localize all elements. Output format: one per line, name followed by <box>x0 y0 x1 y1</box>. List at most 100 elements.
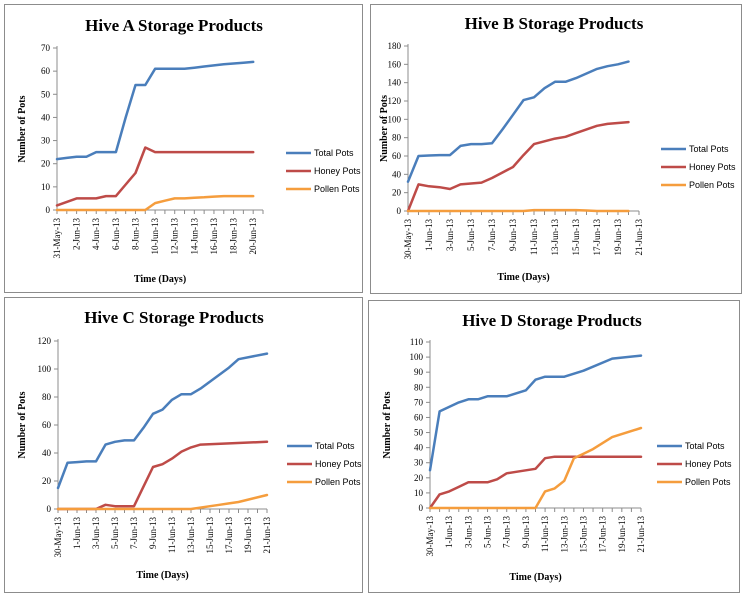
y-tick-label: 50 <box>414 428 424 438</box>
series-line-honey-pots <box>428 455 643 510</box>
x-axis-label: Time (Days) <box>509 572 561 583</box>
x-tick-label: 13-Jun-13 <box>186 517 196 554</box>
x-tick-label: 4-Jun-13 <box>91 218 101 250</box>
x-tick-label: 9-Jun-13 <box>521 516 531 548</box>
legend-label-honey-pots: Honey Pots <box>315 459 362 469</box>
x-tick-label: 17-Jun-13 <box>598 516 608 553</box>
x-tick-label: 12-Jun-13 <box>170 218 180 255</box>
x-tick-label: 16-Jun-13 <box>209 218 219 255</box>
x-tick-label: 1-Jun-13 <box>424 219 434 251</box>
x-tick-label: 31-May-13 <box>52 218 62 259</box>
chart-hive-d: Hive D Storage Products Time (Days) Number… <box>382 311 732 583</box>
y-tick-label: 30 <box>41 136 51 146</box>
x-tick-label: 6-Jun-13 <box>111 218 121 250</box>
legend-label-pollen-pots: Pollen Pots <box>689 180 735 190</box>
x-tick-label: 9-Jun-13 <box>508 219 518 251</box>
x-tick-label: 11-Jun-13 <box>529 219 539 256</box>
x-tick-label: 5-Jun-13 <box>483 516 493 548</box>
x-tick-label: 21-Jun-13 <box>634 219 644 256</box>
y-tick-label: 30 <box>414 458 424 468</box>
x-tick-label: 20-Jun-13 <box>248 218 258 255</box>
legend-label-honey-pots: Honey Pots <box>689 162 736 172</box>
y-tick-label: 70 <box>414 397 424 407</box>
x-tick-label: 30-May-13 <box>53 517 63 558</box>
y-tick-label: 120 <box>38 336 52 346</box>
x-tick-label: 9-Jun-13 <box>148 517 158 549</box>
chart-hive-b: Hive B Storage Products Time (Days) Number… <box>379 14 736 283</box>
y-tick-label: 50 <box>41 89 51 99</box>
x-axis-label: Time (Days) <box>497 272 549 283</box>
y-tick-label: 160 <box>388 59 402 69</box>
y-tick-label: 20 <box>42 476 52 486</box>
x-tick-label: 13-Jun-13 <box>559 516 569 553</box>
y-tick-label: 100 <box>38 364 52 374</box>
chart-title: Hive D Storage Products <box>462 311 642 330</box>
y-axis-label: Number of Pots <box>379 95 390 162</box>
x-tick-label: 1-Jun-13 <box>72 517 82 549</box>
x-tick-label: 30-May-13 <box>403 219 413 260</box>
x-tick-label: 15-Jun-13 <box>578 516 588 553</box>
y-tick-label: 0 <box>397 206 402 216</box>
y-tick-label: 120 <box>388 96 402 106</box>
y-tick-label: 60 <box>41 66 51 76</box>
x-axis-label: Time (Days) <box>136 570 188 581</box>
x-tick-label: 3-Jun-13 <box>91 517 101 549</box>
y-tick-label: 40 <box>392 169 402 179</box>
series-line-pollen-pots <box>56 493 269 511</box>
y-tick-label: 80 <box>42 392 52 402</box>
chart-panel-hive-a: Hive A Storage Products Time (Days) Number… <box>4 4 363 293</box>
series-line-pollen-pots <box>406 208 630 213</box>
x-tick-label: 19-Jun-13 <box>243 517 253 554</box>
chart-title: Hive A Storage Products <box>85 16 263 35</box>
y-tick-label: 100 <box>410 352 424 362</box>
x-tick-label: 10-Jun-13 <box>150 218 160 255</box>
chart-title: Hive C Storage Products <box>84 308 264 327</box>
y-tick-label: 180 <box>388 41 402 51</box>
chart-title: Hive B Storage Products <box>465 14 644 33</box>
chart-hive-c: Hive C Storage Products Time (Days) Number… <box>17 308 362 581</box>
x-tick-label: 21-Jun-13 <box>636 516 646 553</box>
legend-label-honey-pots: Honey Pots <box>685 459 732 469</box>
x-tick-label: 15-Jun-13 <box>571 219 581 256</box>
x-tick-label: 7-Jun-13 <box>129 517 139 549</box>
series-line-total-pots <box>56 352 269 490</box>
y-axis-label: Number of Pots <box>382 391 393 458</box>
legend-label-total-pots: Total Pots <box>685 441 725 451</box>
legend-label-pollen-pots: Pollen Pots <box>315 477 361 487</box>
series-line-total-pots <box>406 60 630 183</box>
x-tick-label: 3-Jun-13 <box>463 516 473 548</box>
y-axis-label: Number of Pots <box>17 95 28 162</box>
x-tick-label: 19-Jun-13 <box>617 516 627 553</box>
chart-panel-hive-c: Hive C Storage Products Time (Days) Number… <box>4 297 363 593</box>
y-tick-label: 0 <box>46 205 51 215</box>
y-tick-label: 10 <box>41 182 51 192</box>
chart-panel-hive-b: Hive B Storage Products Time (Days) Number… <box>370 4 742 294</box>
y-tick-label: 90 <box>414 367 424 377</box>
x-tick-label: 30-May-13 <box>425 516 435 557</box>
legend-label-total-pots: Total Pots <box>315 441 355 451</box>
series-line-honey-pots <box>56 440 269 511</box>
y-tick-label: 10 <box>414 488 424 498</box>
x-tick-label: 5-Jun-13 <box>466 219 476 251</box>
legend-label-total-pots: Total Pots <box>689 144 729 154</box>
series-line-honey-pots <box>406 120 630 213</box>
y-tick-label: 0 <box>419 503 424 513</box>
x-tick-label: 18-Jun-13 <box>229 218 239 255</box>
x-tick-label: 19-Jun-13 <box>613 219 623 256</box>
y-tick-label: 70 <box>41 43 51 53</box>
y-tick-label: 40 <box>41 112 51 122</box>
legend-label-honey-pots: Honey Pots <box>314 166 361 176</box>
series-line-total-pots <box>55 60 255 161</box>
y-tick-label: 20 <box>392 188 402 198</box>
y-tick-label: 100 <box>388 114 402 124</box>
y-tick-label: 0 <box>47 504 52 514</box>
y-tick-label: 60 <box>392 151 402 161</box>
legend-label-pollen-pots: Pollen Pots <box>685 477 731 487</box>
x-tick-label: 7-Jun-13 <box>487 219 497 251</box>
x-tick-label: 21-Jun-13 <box>262 517 272 554</box>
x-tick-label: 14-Jun-13 <box>189 218 199 255</box>
series-line-total-pots <box>428 354 643 472</box>
x-tick-label: 8-Jun-13 <box>130 218 140 250</box>
y-tick-label: 40 <box>42 448 52 458</box>
x-tick-label: 5-Jun-13 <box>110 517 120 549</box>
